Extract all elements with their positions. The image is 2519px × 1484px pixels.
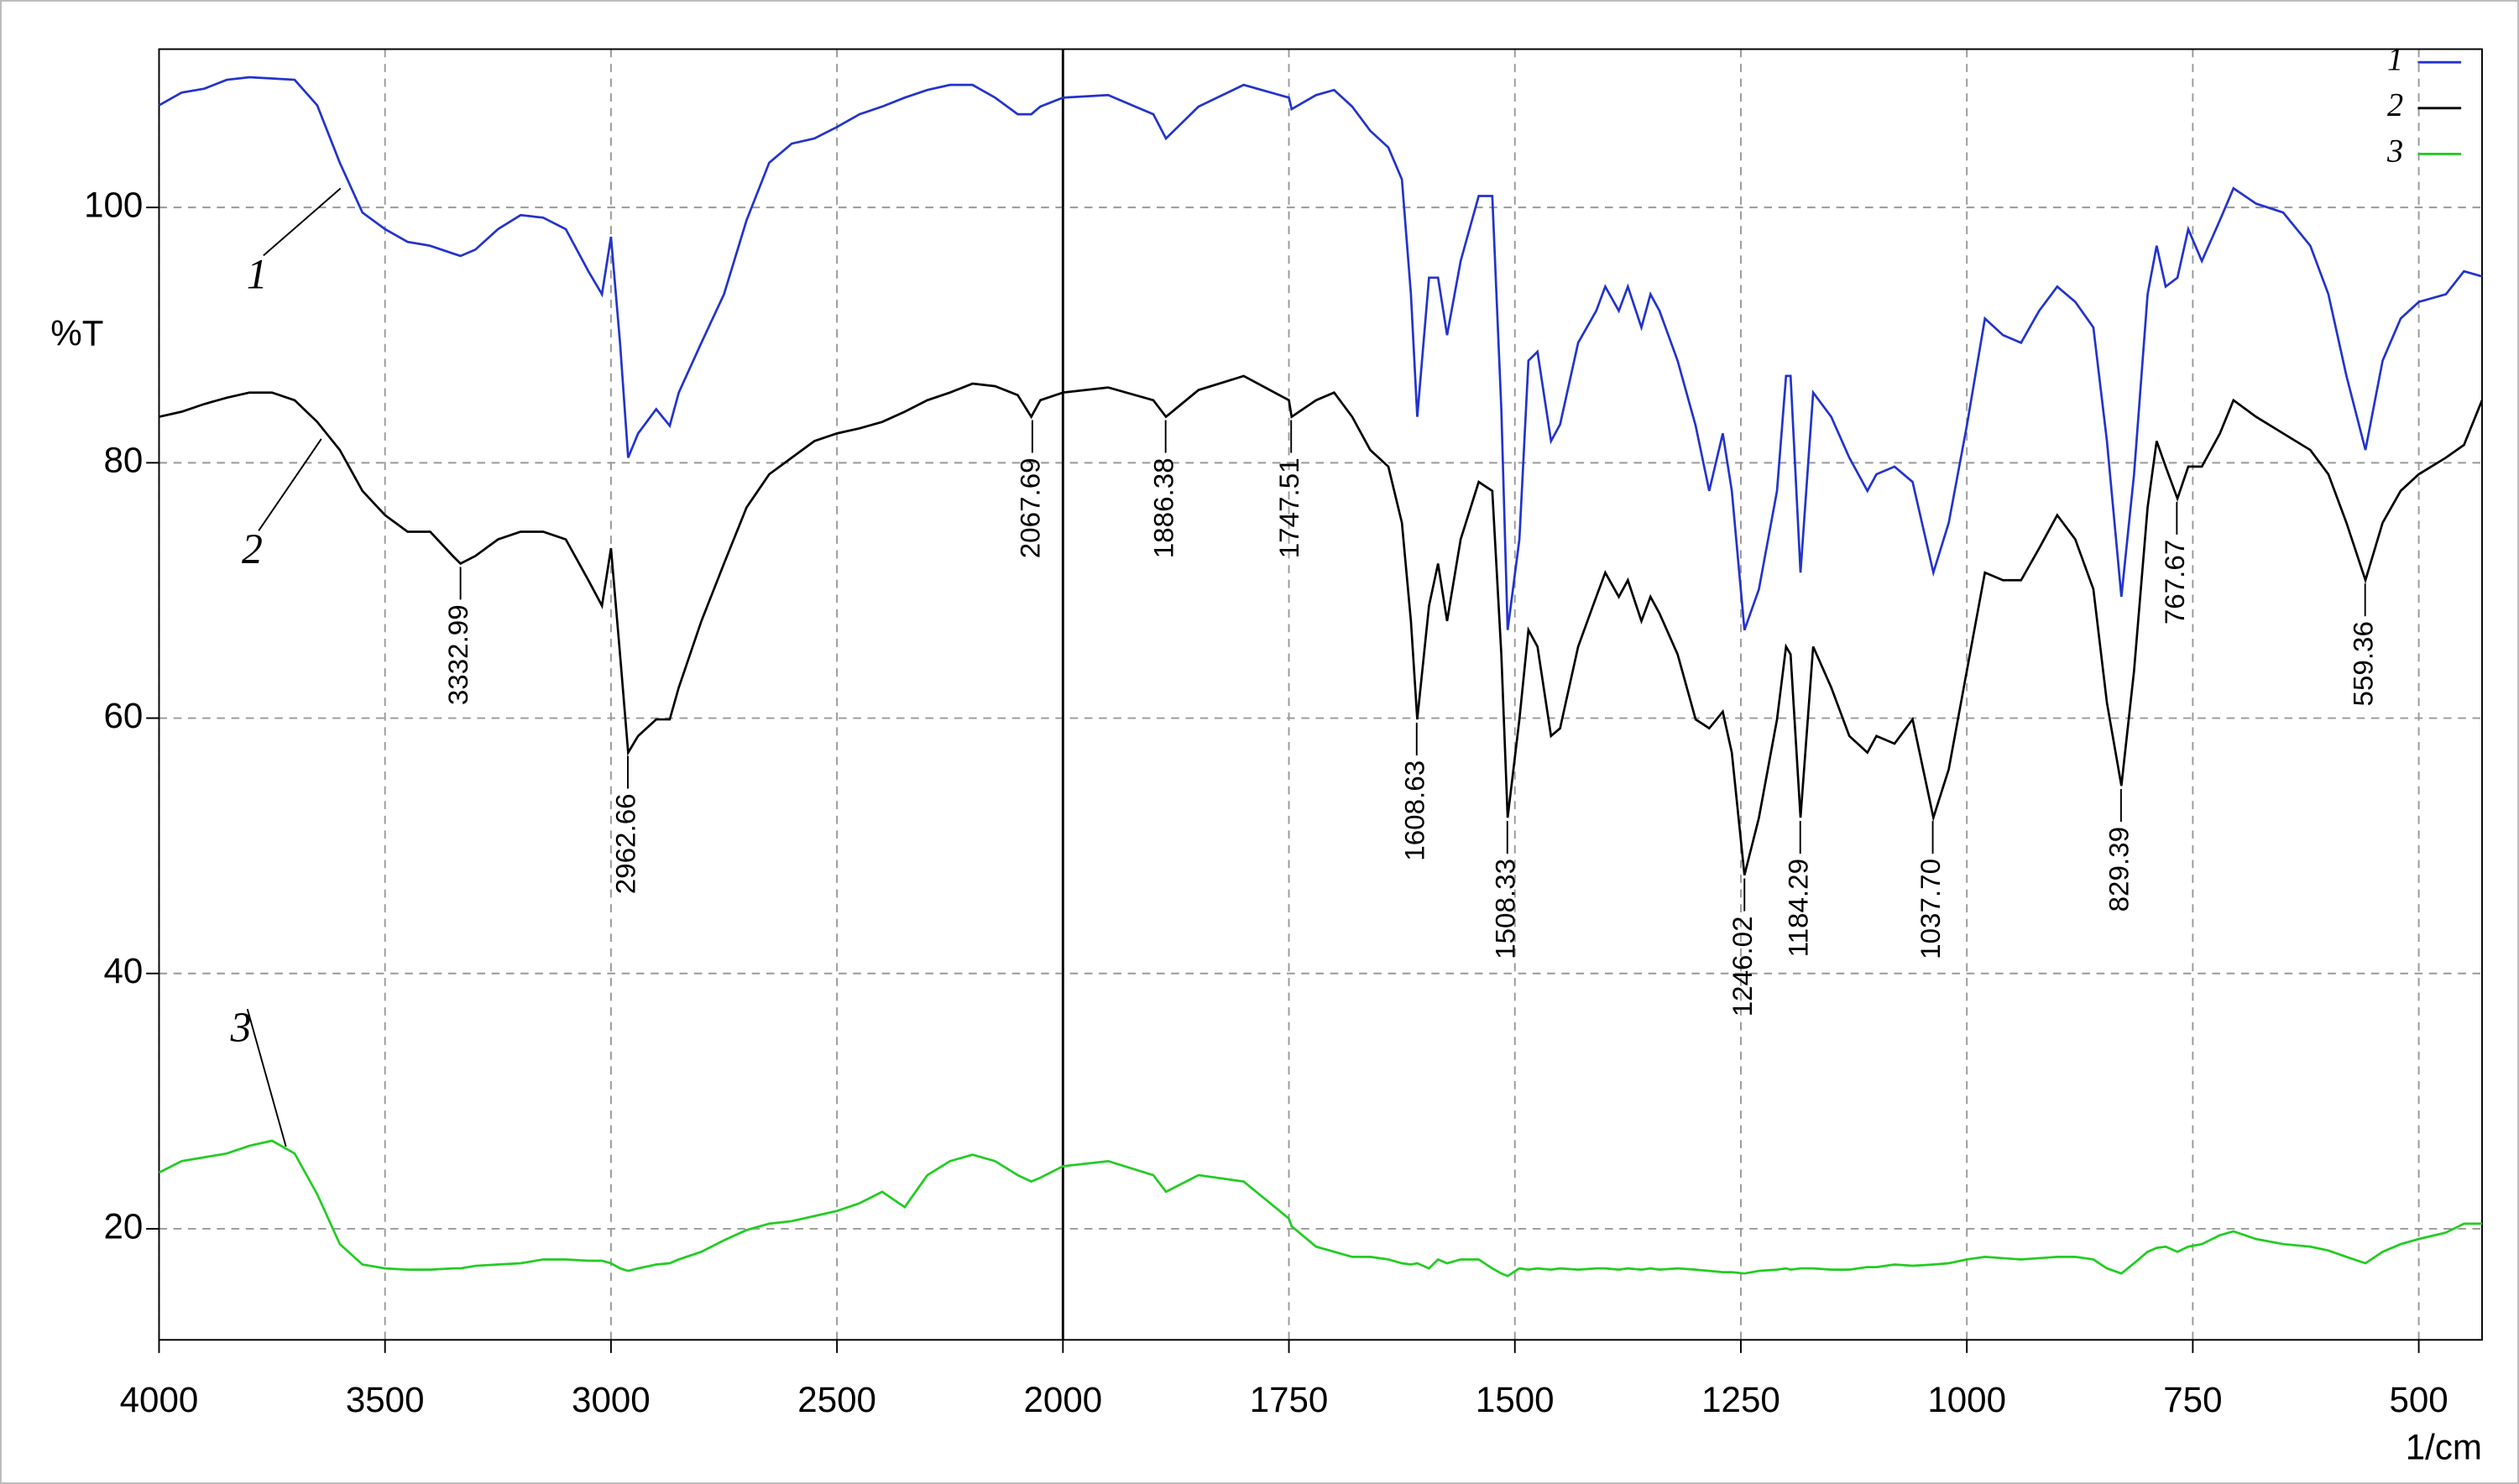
peak-label: 1747.51 bbox=[1273, 457, 1304, 558]
peak-label: 1508.33 bbox=[1490, 859, 1521, 959]
peak-label: 1886.38 bbox=[1148, 457, 1179, 558]
series-line bbox=[158, 1139, 2482, 1278]
peak-label: 2962.66 bbox=[610, 793, 641, 894]
curve-label: 1 bbox=[247, 250, 268, 298]
y-axis-label: %T bbox=[50, 314, 103, 353]
x-tick-label: 2000 bbox=[1023, 1380, 1102, 1419]
x-tick-label: 1750 bbox=[1250, 1380, 1329, 1419]
peak-label: 3332.99 bbox=[442, 604, 473, 705]
curve-label: 3 bbox=[230, 1004, 252, 1052]
x-tick-label: 1500 bbox=[1476, 1380, 1555, 1419]
y-tick-label: 60 bbox=[104, 697, 144, 736]
series-line bbox=[158, 76, 2483, 631]
plot-area bbox=[159, 49, 2482, 1340]
peak-label: 2067.69 bbox=[1015, 457, 1046, 558]
series-line bbox=[159, 374, 2484, 875]
x-tick-label: 3000 bbox=[572, 1380, 651, 1419]
curve-label-leader bbox=[246, 1008, 287, 1147]
y-tick-label: 20 bbox=[104, 1207, 144, 1246]
x-tick-label: 2500 bbox=[797, 1380, 876, 1419]
x-tick-label: 1000 bbox=[1927, 1380, 2006, 1419]
legend-label: 1 bbox=[2387, 42, 2403, 77]
y-tick-label: 100 bbox=[84, 186, 143, 225]
x-tick-label: 3500 bbox=[346, 1380, 425, 1419]
curve-label: 2 bbox=[242, 525, 263, 573]
peak-label: 829.39 bbox=[2104, 827, 2135, 912]
x-axis-label: 1/cm bbox=[2406, 1428, 2482, 1467]
curve-label-leader bbox=[263, 187, 342, 257]
peak-label: 1246.02 bbox=[1727, 916, 1758, 1016]
legend-label: 3 bbox=[2386, 133, 2403, 169]
plot-frame bbox=[158, 48, 2483, 1341]
y-tick-label: 40 bbox=[104, 952, 144, 991]
y-tick-label: 80 bbox=[104, 441, 144, 480]
peak-label: 767.67 bbox=[2159, 540, 2190, 624]
peak-label: 559.36 bbox=[2348, 621, 2379, 706]
legend-label: 2 bbox=[2387, 87, 2403, 123]
x-tick-label: 4000 bbox=[120, 1380, 199, 1419]
x-tick-label: 1250 bbox=[1701, 1380, 1780, 1419]
peak-label: 1184.29 bbox=[1783, 859, 1814, 957]
x-tick-label: 500 bbox=[2389, 1380, 2448, 1419]
x-tick-label: 750 bbox=[2163, 1380, 2222, 1419]
curve-label-leader bbox=[258, 438, 322, 531]
peak-label: 1608.63 bbox=[1399, 760, 1430, 861]
peak-label: 1037.70 bbox=[1915, 859, 1946, 959]
